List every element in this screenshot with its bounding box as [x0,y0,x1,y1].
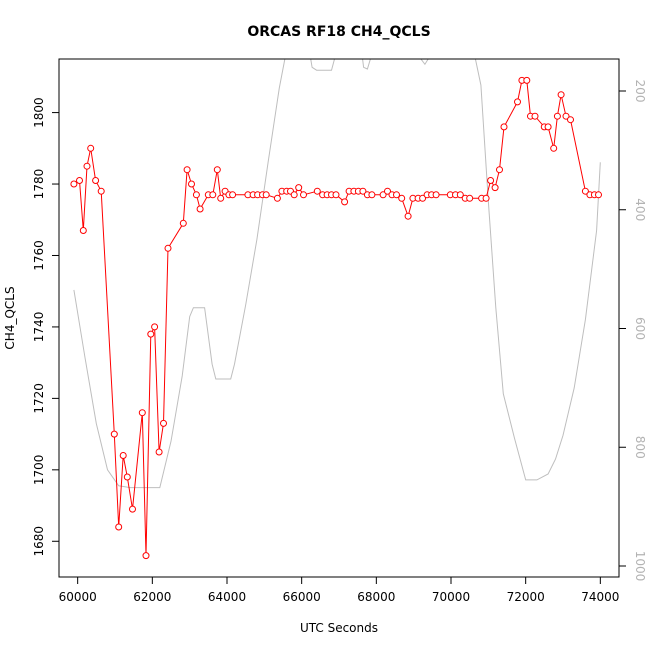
ch4-data-point [368,191,376,199]
x-tick-label: 72000 [507,590,545,604]
ch4-data-point [262,191,270,199]
ch4-data-point [553,112,561,120]
ch4-data-point [359,187,367,195]
gray-series-line [73,59,601,489]
y-tick-label: 1700 [32,455,46,486]
ch4-data-point [217,194,225,202]
ch4-data-point [419,194,427,202]
y-tick-label: 1760 [32,240,46,271]
x-tick-label: 62000 [133,590,171,604]
x-tick-label: 68000 [357,590,395,604]
x-axis-label: UTC Seconds [300,621,378,635]
ch4-data-point [514,98,521,106]
ch4-data-point [562,112,570,120]
ch4-data-point [119,452,127,459]
ch4-data-point [183,166,191,174]
plot-layer: 60000 62000 64000 66000 68000 70000 72000 74000… [32,58,647,604]
right-tick-label: 800 [633,436,647,459]
ch4-data-point [300,191,307,199]
ch4-data-point [70,180,78,188]
ch4-data-point [456,191,464,199]
right-tick-label: 400 [633,198,647,221]
ch4-data-point [76,177,83,184]
ch4-data-point [491,184,499,192]
ch4-data-point [404,212,412,220]
ch4-series-line [73,79,599,556]
ch4-data-point [123,473,131,481]
ch4-data-point [290,191,298,199]
ch4-data-point [138,409,146,417]
y-tick-label: 1720 [32,383,46,414]
right-tick-label: 600 [633,317,647,340]
ch4-data-point [567,116,574,124]
ch4-data-point [179,219,187,227]
ch4-data-point [595,191,602,199]
ch4-data-point [384,187,391,195]
ch4-data-point [164,244,172,252]
ch4-data-point [581,187,589,195]
ch4-data-point [188,180,195,188]
right-tick-label: 1000 [633,551,647,582]
ch4-data-point [87,144,95,152]
plot-frame [58,58,620,578]
x-tick-label: 70000 [432,590,470,604]
ch4-data-point [192,191,200,199]
y-axis-label: CH4_QCLS [3,286,17,349]
x-tick-label: 64000 [208,590,246,604]
right-tick-label: 200 [633,80,647,103]
ch4-data-point [160,419,167,427]
ch4-data-point [496,166,503,174]
ch4-data-point [273,194,281,202]
y-tick-label: 1680 [32,526,46,557]
ch4-data-point [482,194,490,202]
ch4-data-point [531,112,539,120]
ch4-data-point [155,448,163,456]
ch4-data-point [209,191,217,199]
y-tick-label: 1780 [32,169,46,200]
ch4-data-point [523,76,531,84]
ch4-data-point [97,187,105,195]
ch4-data-point [544,123,552,131]
ch4-data-point [332,191,340,199]
ch4-data-point [129,505,136,513]
ch4-data-point [147,330,155,338]
chart-title: ORCAS RF18 CH4_QCLS [247,24,430,40]
ch4-data-point [379,191,387,199]
ch4-data-point [487,177,495,184]
ch4-data-point [557,91,565,99]
ch4-data-point [196,205,204,213]
ch4-data-point [92,177,100,184]
ch4-data-point [466,194,474,202]
ch4-data-point [313,187,321,195]
ch4-data-point [213,166,221,174]
ch4-data-point [341,198,349,206]
ch4-data-point [550,144,558,152]
ch4-data-point [432,191,440,199]
ch4-data-point [79,227,87,234]
ch4-data-point [295,184,303,192]
ch4-data-point [83,162,91,170]
x-tick-label: 66000 [283,590,321,604]
ch4-data-point [142,552,150,560]
ch4-data-point [229,191,237,199]
y-tick-label: 1800 [32,97,46,128]
x-tick-label: 74000 [581,590,619,604]
y-tick-label: 1740 [32,312,46,343]
ch4-data-point [393,191,400,199]
ch4-data-point [500,123,508,131]
ch4-data-point [398,194,406,202]
x-tick-label: 60000 [59,590,97,604]
ch4-data-point [110,430,118,438]
ch4-data-point [115,523,123,531]
ch4-data-point [151,323,159,331]
